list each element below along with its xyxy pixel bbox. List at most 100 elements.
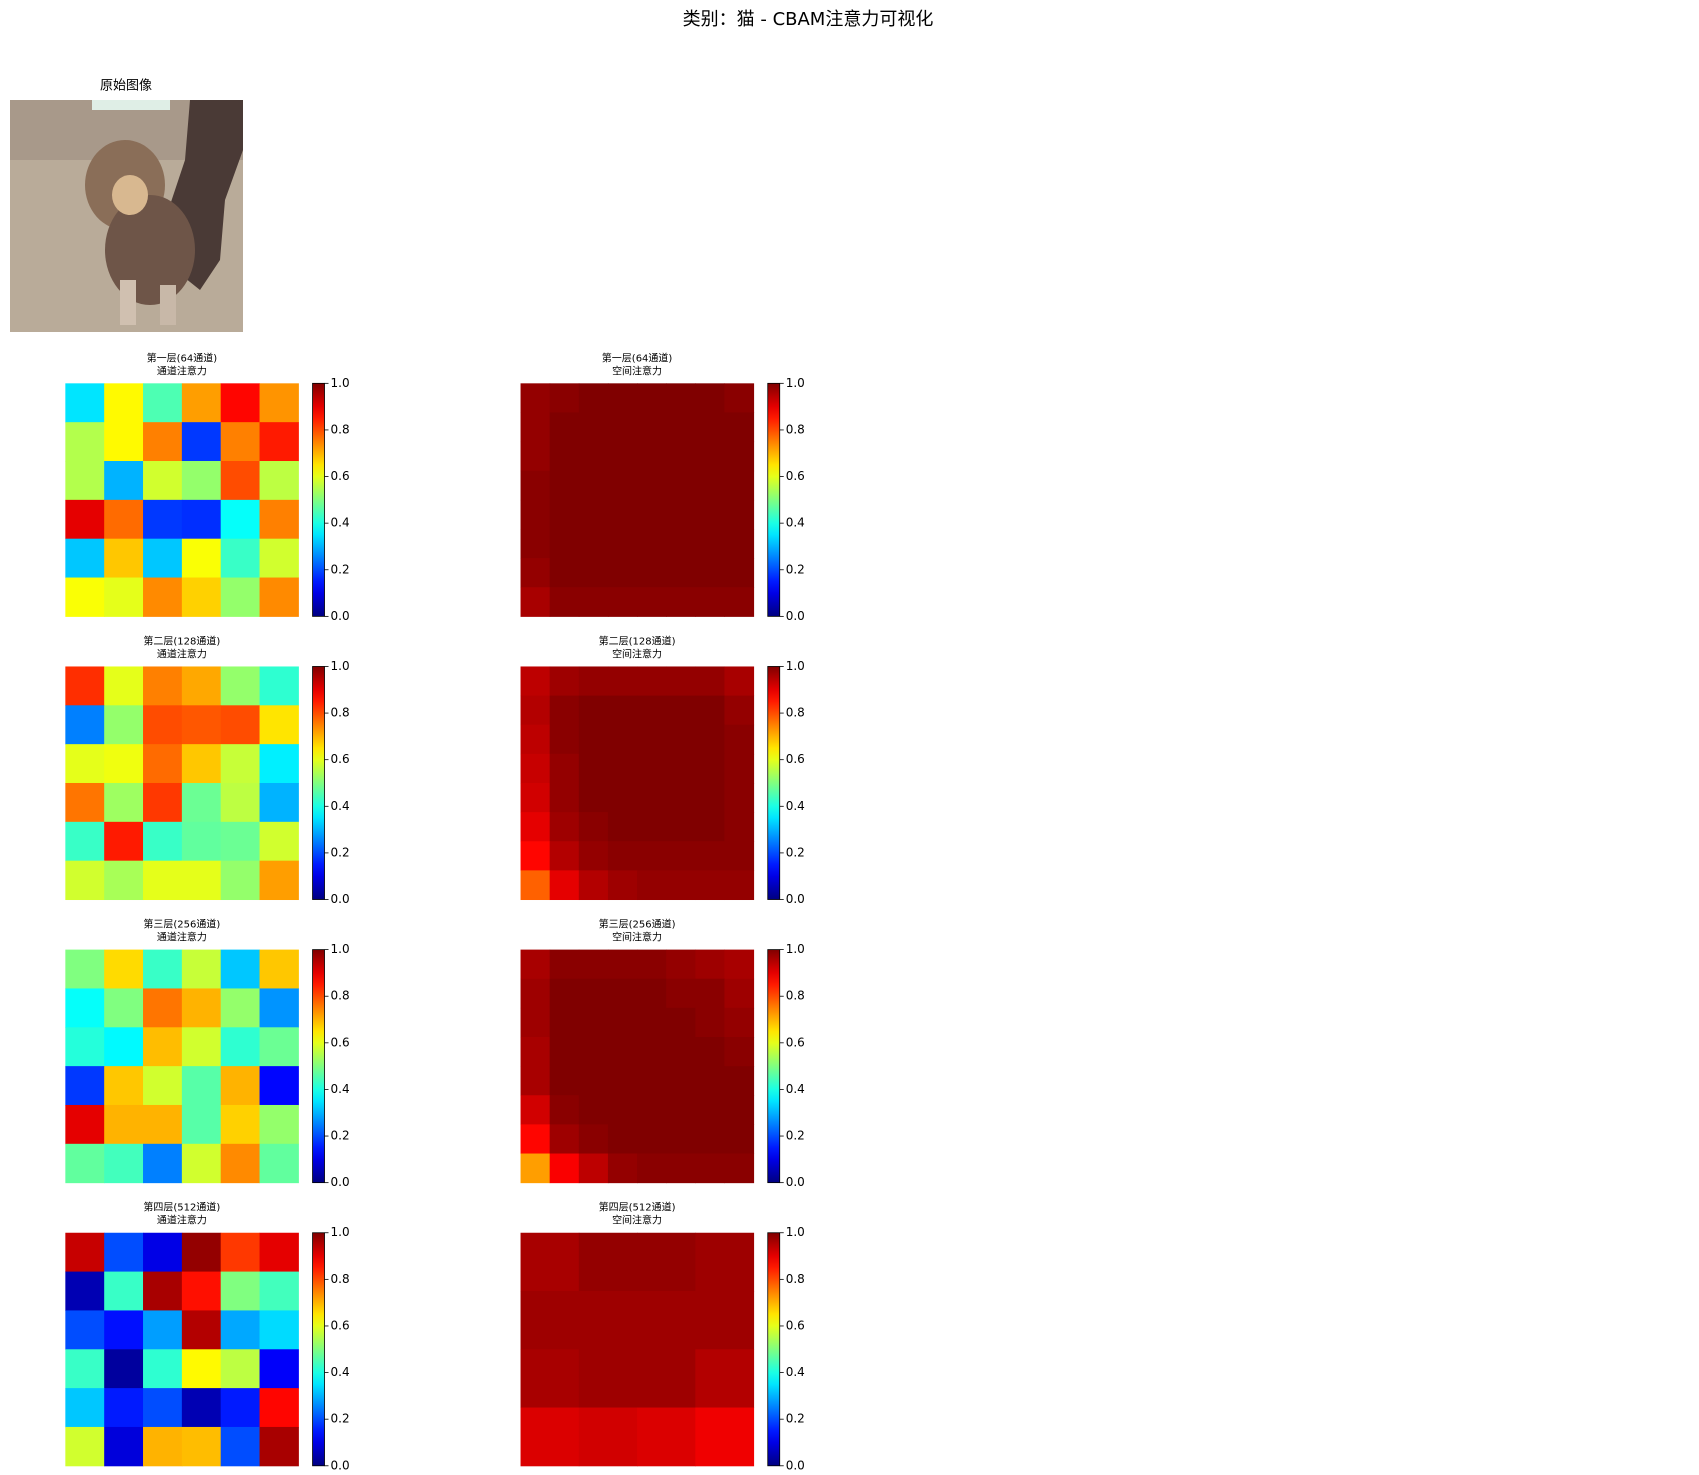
colorbar-tick-label: 0.4 (331, 1082, 350, 1096)
heatmap-cell (724, 1095, 755, 1125)
heatmap-cell (578, 1407, 638, 1467)
heatmap-cell (578, 1232, 638, 1292)
heatmap-cell (695, 978, 725, 1009)
heatmap-cell (65, 949, 105, 989)
heatmap-cell (520, 1349, 580, 1409)
heatmap-cell (104, 821, 144, 862)
colorbar-tick-label: 0.0 (331, 892, 350, 906)
heatmap-cell (520, 383, 551, 413)
colorbar-tick-label: 1.0 (786, 1225, 805, 1239)
heatmap-cell (104, 1388, 144, 1428)
heatmap-cell (695, 1037, 725, 1067)
heatmap-cell (666, 441, 696, 472)
heatmap-cell (695, 1407, 755, 1467)
heatmap-cell (143, 538, 183, 579)
chart-title: 第二层(128通道) (599, 634, 676, 647)
heatmap-cell (104, 1349, 144, 1389)
heatmap-cell (666, 528, 696, 559)
heatmap-cell (520, 1037, 551, 1067)
colorbar-tick-label: 0.2 (331, 1129, 350, 1143)
heatmap-cell (578, 1291, 638, 1350)
chart-title: 第三层(256通道) (599, 918, 676, 931)
heatmap-cell (181, 1232, 222, 1273)
heatmap-cell (520, 1124, 551, 1155)
heatmap-cell (259, 1232, 299, 1273)
heatmap-cell (520, 558, 551, 588)
heatmap-cell (666, 724, 696, 755)
heatmap-cell (181, 1143, 222, 1184)
heatmap-cell (220, 705, 261, 745)
heatmap-cell (143, 744, 183, 784)
heatmap-cell (637, 1153, 667, 1184)
heatmap-cell (549, 587, 580, 617)
heatmap-cell (695, 412, 725, 443)
heatmap-cell (65, 1349, 105, 1389)
heatmap-cell (549, 978, 580, 1009)
colorbar (312, 1232, 325, 1467)
heatmap-cell (607, 782, 638, 813)
heatmap-cell (637, 949, 667, 980)
heatmap-cell (724, 753, 755, 784)
colorbar-tick-label: 1.0 (331, 1225, 350, 1239)
figure-title: 类别：猫 - CBAM注意力可视化 (683, 9, 934, 30)
heatmap-cell (181, 1349, 222, 1389)
heatmap-cell (65, 383, 105, 423)
colorbar-tick-label: 0.8 (331, 989, 350, 1003)
heatmap-cell (181, 988, 222, 1028)
heatmap-cell (578, 978, 609, 1009)
heatmap-cell (65, 705, 105, 745)
heatmap-cell (637, 812, 667, 842)
heatmap-cell (666, 978, 696, 1009)
heatmap-cell (724, 1037, 755, 1067)
chart-title: 第一层(64通道) (147, 351, 218, 364)
heatmap-cell (549, 812, 580, 842)
heatmap-cell (607, 812, 638, 842)
heatmap-cell (104, 744, 144, 784)
colorbar-tick-label: 0.2 (786, 1129, 805, 1143)
heatmap-cell (695, 587, 725, 617)
chart-subtitle: 空间注意力 (612, 647, 662, 660)
heatmap-cell (65, 1388, 105, 1428)
heatmap-cell (637, 383, 667, 413)
heatmap-cell (724, 812, 755, 842)
heatmap-cell (637, 499, 667, 530)
heatmap-cell (607, 666, 638, 697)
heatmap-cell (104, 860, 144, 901)
heatmap-cell (104, 1066, 144, 1106)
heatmap-cell (637, 870, 667, 901)
heatmap-cell (637, 724, 667, 755)
heatmap-cell (104, 1426, 144, 1467)
colorbar-tick-label: 0.0 (786, 1175, 805, 1189)
heatmap-cell (578, 870, 609, 901)
heatmap-cell (578, 383, 609, 413)
heatmap-cell (520, 587, 551, 617)
heatmap-cell (724, 441, 755, 472)
heatmap-cell (143, 949, 183, 989)
heatmap-cell (578, 499, 609, 530)
colorbar (767, 382, 781, 617)
chart-title: 第一层(64通道) (602, 351, 673, 364)
heatmap-cell (578, 724, 609, 755)
heatmap-cell (666, 753, 696, 784)
heatmap-cell (220, 1143, 261, 1184)
heatmap-cell (666, 841, 696, 871)
heatmap-cell (104, 1027, 144, 1067)
heatmap-cell (520, 1007, 551, 1038)
heatmap-cell (104, 1271, 144, 1311)
heatmap-cell (724, 528, 755, 559)
heatmap-cell (695, 383, 725, 413)
heatmap-cell (220, 1349, 261, 1389)
heatmap-cell (695, 441, 725, 472)
colorbar-tick-label: 0.0 (786, 892, 805, 906)
heatmap-cell (259, 821, 299, 862)
heatmap-cell (724, 978, 755, 1009)
heatmap-cell (549, 782, 580, 813)
heatmap-cell (666, 695, 696, 726)
heatmap-cell (695, 1007, 725, 1038)
heatmap-cell (259, 988, 299, 1028)
heatmap-cell (549, 499, 580, 530)
colorbar (767, 1232, 781, 1467)
original-image (10, 100, 243, 332)
heatmap-cell (695, 528, 725, 559)
heatmap-cell (220, 577, 261, 617)
